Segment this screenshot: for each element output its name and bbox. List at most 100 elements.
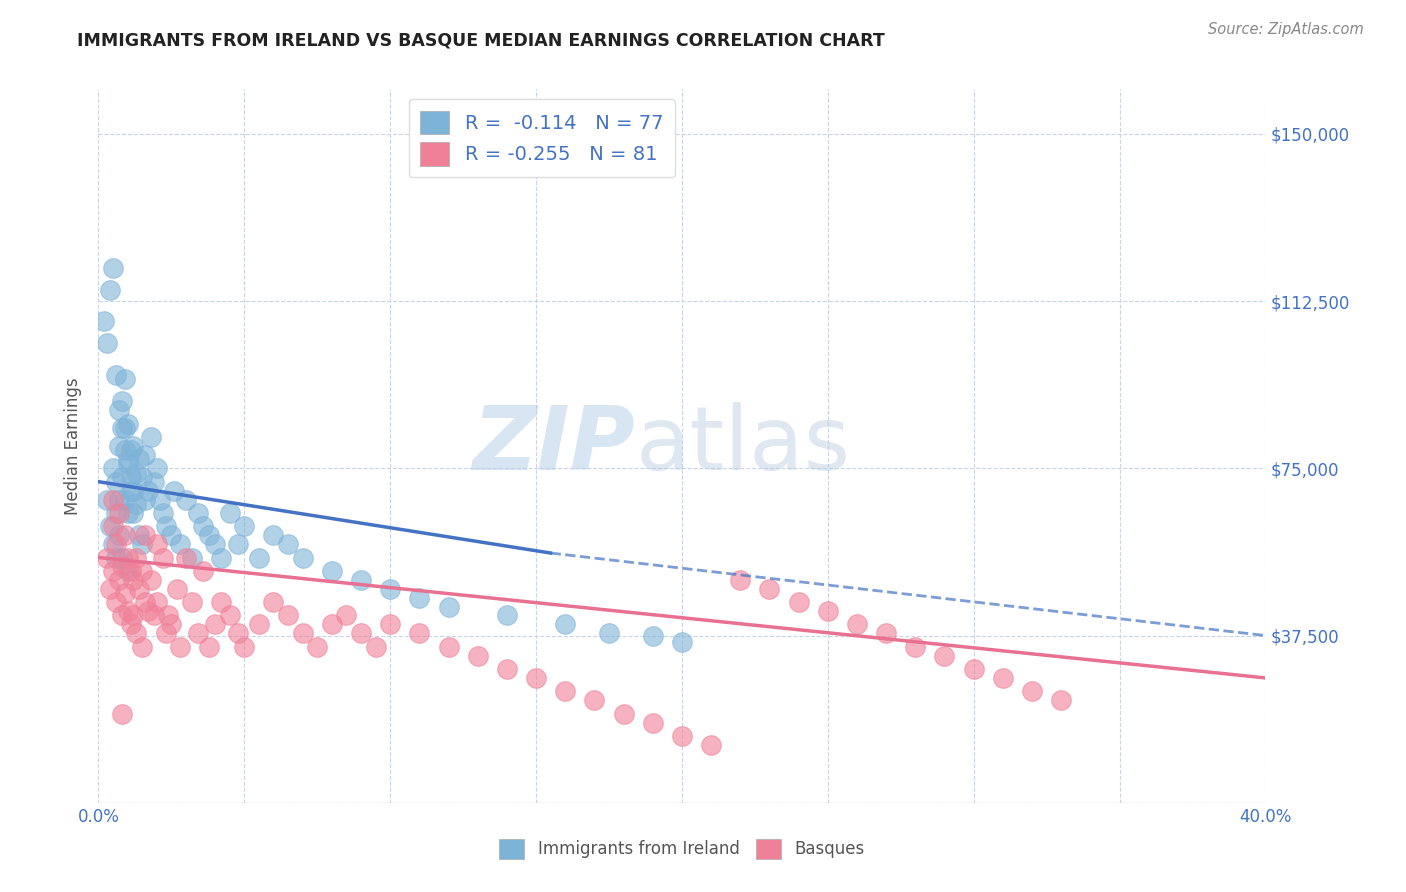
Point [291, 550, 314, 565]
Point [120, 564, 142, 578]
Point [120, 443, 142, 458]
Point [114, 421, 136, 435]
Point [193, 519, 215, 533]
Point [108, 492, 131, 507]
Point [204, 537, 226, 551]
Point [131, 470, 153, 484]
Legend: Immigrants from Ireland, Basques: Immigrants from Ireland, Basques [492, 832, 872, 866]
Point [122, 506, 145, 520]
Point [554, 617, 576, 632]
Point [187, 626, 209, 640]
Point [104, 550, 127, 565]
Point [247, 617, 270, 632]
Point [730, 573, 752, 587]
Text: IMMIGRANTS FROM IRELAND VS BASQUE MEDIAN EARNINGS CORRELATION CHART: IMMIGRANTS FROM IRELAND VS BASQUE MEDIAN… [77, 31, 886, 49]
Point [554, 684, 576, 698]
Point [136, 604, 159, 618]
Point [117, 564, 139, 578]
Point [111, 559, 134, 574]
Point [496, 608, 519, 623]
Point [98, 582, 121, 596]
Point [583, 693, 606, 707]
Point [1050, 693, 1073, 707]
Point [671, 729, 693, 743]
Point [180, 595, 202, 609]
Point [193, 564, 215, 578]
Point [187, 506, 209, 520]
Point [364, 640, 387, 654]
Point [117, 417, 139, 431]
Point [204, 617, 226, 632]
Point [134, 595, 156, 609]
Point [408, 591, 430, 605]
Point [160, 617, 183, 632]
Point [277, 537, 299, 551]
Point [117, 452, 139, 467]
Point [128, 582, 150, 596]
Point [96, 336, 118, 351]
Text: atlas: atlas [636, 402, 851, 490]
Point [467, 648, 489, 663]
Point [146, 595, 169, 609]
Point [149, 492, 172, 507]
Point [155, 626, 177, 640]
Point [262, 528, 284, 542]
Point [125, 550, 148, 565]
Point [142, 608, 165, 623]
Point [291, 626, 314, 640]
Point [108, 403, 131, 417]
Point [139, 573, 162, 587]
Point [101, 492, 124, 507]
Point [120, 470, 142, 484]
Point [174, 550, 197, 565]
Point [93, 314, 115, 328]
Point [134, 492, 156, 507]
Point [335, 608, 357, 623]
Point [96, 492, 118, 507]
Point [117, 506, 139, 520]
Point [111, 394, 134, 409]
Point [104, 475, 127, 489]
Point [155, 519, 177, 533]
Point [758, 582, 780, 596]
Point [128, 452, 150, 467]
Point [101, 519, 124, 533]
Point [169, 537, 191, 551]
Point [875, 626, 897, 640]
Point [104, 537, 127, 551]
Point [125, 626, 148, 640]
Point [101, 260, 124, 275]
Point [437, 640, 460, 654]
Point [934, 648, 956, 663]
Point [671, 635, 693, 649]
Point [120, 617, 142, 632]
Point [122, 608, 145, 623]
Point [218, 506, 240, 520]
Point [152, 506, 174, 520]
Point [166, 582, 188, 596]
Point [114, 528, 136, 542]
Point [122, 439, 145, 453]
Point [125, 466, 148, 480]
Point [380, 617, 402, 632]
Point [114, 372, 136, 386]
Point [125, 497, 148, 511]
Point [408, 626, 430, 640]
Text: ZIP: ZIP [472, 402, 636, 490]
Point [104, 368, 127, 382]
Point [174, 492, 197, 507]
Point [180, 550, 202, 565]
Point [120, 483, 142, 498]
Point [962, 662, 984, 676]
Point [139, 430, 162, 444]
Point [114, 586, 136, 600]
Y-axis label: Median Earnings: Median Earnings [65, 377, 83, 515]
Point [108, 528, 131, 542]
Point [122, 483, 145, 498]
Point [111, 608, 134, 623]
Point [117, 550, 139, 565]
Point [146, 461, 169, 475]
Point [437, 599, 460, 614]
Point [157, 608, 180, 623]
Point [904, 640, 927, 654]
